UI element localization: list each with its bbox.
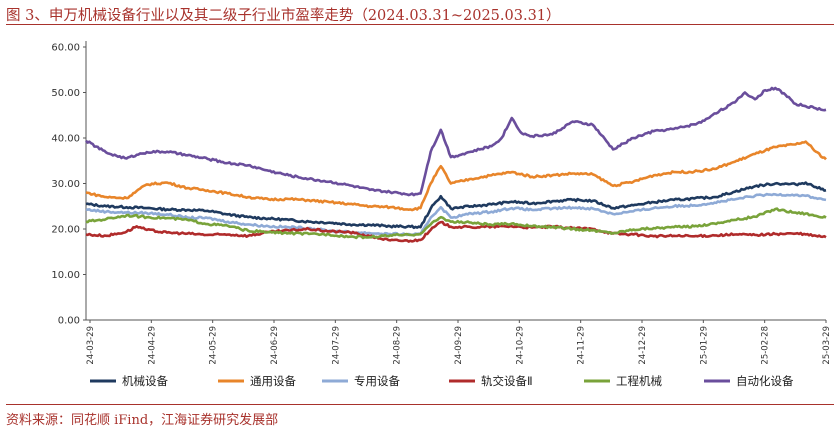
x-tick-label: 25-02-28 xyxy=(761,326,771,365)
x-tick-label: 25-01-29 xyxy=(699,326,709,365)
series-line-4 xyxy=(85,220,827,243)
y-tick-label: 60.00 xyxy=(51,43,80,54)
chart-series-lines xyxy=(85,86,827,243)
y-tick-label: 40.00 xyxy=(51,134,80,145)
y-tick-label: 50.00 xyxy=(51,88,80,99)
x-tick-label: 24-10-29 xyxy=(515,326,525,365)
chart-legend: 机械设备 通用设备 专用设备 轨交设备Ⅱ 工程机械 自动化设备 xyxy=(90,374,794,388)
legend-label-2: 通用设备 xyxy=(250,374,296,388)
x-tick-label: 24-07-29 xyxy=(331,326,341,365)
y-tick-label: 10.00 xyxy=(51,270,80,281)
title-rule xyxy=(6,24,834,25)
x-tick-label: 24-06-29 xyxy=(270,326,280,365)
x-tick-label: 24-03-29 xyxy=(86,326,96,365)
source-note: 资料来源：同花顺 iFind，江海证券研究发展部 xyxy=(6,413,279,428)
x-tick-label: 24-05-29 xyxy=(209,326,219,365)
y-tick-label: 0.00 xyxy=(58,316,80,327)
legend-label-4: 轨交设备Ⅱ xyxy=(481,374,533,388)
legend-label-3: 专用设备 xyxy=(354,374,400,388)
footer-rule xyxy=(6,404,834,405)
series-line-6 xyxy=(85,86,827,197)
legend-label-1: 机械设备 xyxy=(122,374,168,388)
series-line-3 xyxy=(85,192,827,237)
legend-label-5: 工程机械 xyxy=(616,374,662,388)
series-line-2 xyxy=(85,140,827,212)
series-line-1 xyxy=(85,181,827,230)
figure-title: 图 3、申万机械设备行业以及其二级子行业市盈率走势（2024.03.31~202… xyxy=(6,8,561,24)
series-line-5 xyxy=(85,207,827,240)
line-chart: 0.00 10.00 20.00 30.00 40.00 50.00 60.00 24-03-… xyxy=(51,41,832,388)
x-tick-label: 24-11-29 xyxy=(577,326,587,365)
legend-label-6: 自动化设备 xyxy=(736,374,794,388)
chart-axes: 0.00 10.00 20.00 30.00 40.00 50.00 60.00 24-03-… xyxy=(51,41,832,365)
y-tick-label: 30.00 xyxy=(51,179,80,190)
x-tick-label: 24-12-29 xyxy=(638,326,648,365)
x-tick-label: 24-04-29 xyxy=(147,326,157,365)
x-tick-label: 25-03-29 xyxy=(822,326,832,365)
x-tick-label: 24-09-29 xyxy=(454,326,464,365)
x-tick-label: 24-08-29 xyxy=(393,326,403,365)
y-tick-label: 20.00 xyxy=(51,225,80,236)
